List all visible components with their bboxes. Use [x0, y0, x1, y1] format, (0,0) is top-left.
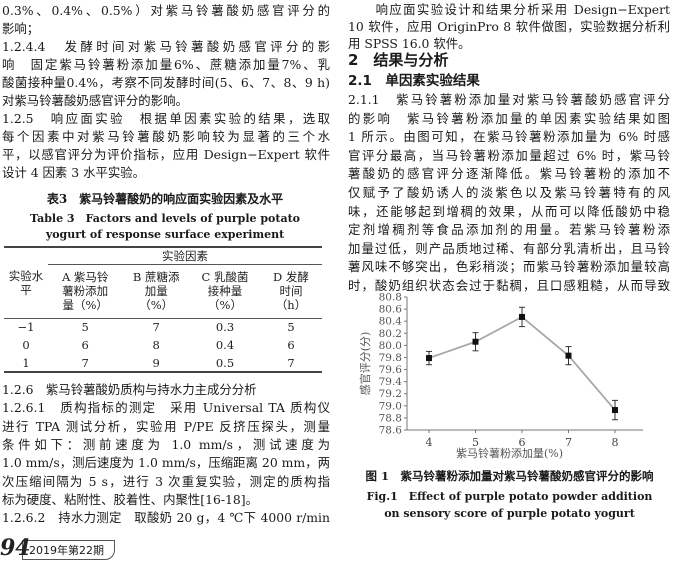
subsection-heading: 2.1 单因素实验结果	[348, 73, 480, 89]
y-tick-label: 79.6	[379, 364, 403, 376]
text-line: 进行 TPA 测试分析，实验用 P/PE 反挤压探头，测量	[2, 418, 330, 434]
table-cell: 9	[152, 355, 160, 370]
table-cell: 0	[22, 338, 30, 352]
text-line: 设计 4 因素 3 水平实验。	[2, 165, 146, 180]
column-header: B 蔗糖添加量（%）	[132, 270, 180, 312]
table-cell: 5	[287, 320, 295, 335]
table-caption-en-2: yogurt of response surface experiment	[45, 228, 285, 241]
text-line: 对紫马铃薯酸奶感官评分的影响。	[2, 93, 188, 108]
y-tick-label: 80.8	[379, 292, 402, 304]
text-line: 每个因素中对紫马铃薯酸奶影响较为显著的三个水	[2, 129, 330, 144]
text-line: 的影响 紫马铃薯粉添加量的单因素实验结果如图	[348, 110, 670, 126]
text-line: 1.2.6 紫马铃薯酸奶质构与持水力主成分分析	[2, 382, 257, 397]
group-header: 实验因素	[48, 247, 322, 265]
section-heading: 2 结果与分析	[348, 51, 449, 69]
x-tick-label: 6	[519, 436, 526, 449]
text-line: 条件如下：测前速度为 1.0 mm/s，测试速度为	[2, 436, 330, 452]
text-line: 响 固定紫马铃薯粉添加量6%、蔗糖添加量7%、乳	[2, 57, 330, 72]
y-tick-label: 79.4	[379, 376, 403, 388]
page-number: 94	[0, 535, 31, 561]
x-tick-label: 5	[472, 436, 479, 449]
text-line: 10 软件，应用 OriginPro 8 软件做图，实验数据分析利	[348, 19, 670, 34]
figure-caption-en-1: Fig.1 Effect of purple potato powder add…	[366, 490, 653, 503]
text-line: 1.0 mm/s，测后速度为 1.0 mm/s，压缩距离 20 mm，两	[2, 455, 330, 471]
text-line: 味，还能够起到增稠的效果，从而可以降低酸奶中稳	[348, 203, 670, 219]
text-line: 0.3%、0.4%、0.5%）对紫马铃薯酸奶感官评分的	[2, 3, 330, 18]
y-tick-label: 79.0	[379, 400, 402, 412]
text-line: 用 SPSS 16.0 软件。	[348, 36, 471, 51]
table-cell: 6	[287, 338, 295, 352]
figure-1-chart: 78.678.879.079.279.479.679.880.080.280.4…	[358, 292, 643, 449]
y-tick-label: 80.6	[379, 304, 403, 316]
text-line: 官评分最高，当马铃薯粉添加量超过 6% 时，紫马铃	[348, 147, 670, 163]
text-line: 响应面实验设计和结果分析采用 Design−Expert	[348, 2, 670, 17]
data-point	[426, 355, 432, 362]
text-line: 1 所示。由图可知，在紫马铃薯粉添加量为 6% 时感	[348, 129, 670, 145]
text-line: 1.2.4.4 发酵时间对紫马铃薯酸奶感官评分的影	[2, 39, 330, 54]
table-cell: 5	[81, 320, 89, 335]
table-caption-en-1: Table 3 Factors and levels of purple pot…	[29, 212, 301, 225]
issue-label: 2019年第22期	[22, 540, 115, 560]
x-tick-label: 4	[426, 436, 433, 449]
text-line: 影响；	[2, 21, 40, 36]
text-line: 仅赋予了酸奶诱人的淡紫色以及紫马铃薯特有的风	[348, 185, 670, 200]
y-tick-label: 80.2	[379, 328, 402, 340]
text-line: 次压缩间隔为 5 s，进行 3 次重复实验，测定的质构指	[2, 473, 330, 489]
text-line: 2.1.1 紫马铃薯粉添加量对紫马铃薯酸奶感官评分	[348, 92, 670, 107]
text-line: 标为硬度、粘附性、胶着性、内聚性[16-18]。	[2, 491, 259, 507]
table-cell: 7	[287, 355, 295, 370]
table-cell: 0.4	[215, 338, 235, 352]
table-row: 1 7 9 0.5 7	[4, 354, 322, 372]
table-cell: 0.5	[215, 355, 235, 370]
text-line: 酸菌接种量0.4%，考察不同发酵时间(5、6、7、8、9 h)	[2, 75, 330, 90]
data-point	[472, 338, 479, 345]
table-cell: 6	[81, 338, 89, 352]
text-line: 1.2.6.2 持水力测定 取酸奶 20 g，4 ℃下 4000 r/min	[2, 510, 330, 526]
text-line: 平，以感官评分为评价指标，应用 Design−Expert 软件	[2, 147, 330, 162]
table-cell: 7	[152, 320, 160, 335]
text-line: 1.2.6.1 质构指标的测定 采用 Universal TA 质构仪	[2, 400, 330, 416]
y-tick-label: 80.0	[379, 340, 402, 352]
figure-caption-en-2: on sensory score of purple potato yogurt	[384, 507, 635, 520]
table-cell: 1	[22, 355, 30, 370]
y-axis-label: 感官评分(分)	[358, 332, 372, 396]
figure-caption-cn: 图 1 紫马铃薯粉添加量对紫马铃薯酸奶感官评分的影响	[365, 469, 654, 483]
data-point	[612, 407, 618, 414]
table-caption-cn: 表3 紫马铃薯酸奶的响应面实验因素及水平	[46, 192, 284, 206]
column-header: D 发酵时间（h）	[273, 270, 309, 312]
text-line: 时，酸奶组织状态会过于黏稠，且口感粗糙，从而导致	[348, 278, 670, 293]
column-header: C 乳酸菌接种量（%）	[201, 270, 249, 312]
text-line: 定剂增稠剂等食品添加剂的用量。若紫马铃薯粉添	[348, 222, 670, 238]
table-cell: 8	[152, 338, 160, 352]
factors-table: 实验水平 实验因素 A 紫马铃薯粉添加量（%） B 蔗糖添加量（%） C 乳酸菌接种…	[4, 246, 322, 373]
column-header: A 紫马铃薯粉添加量（%）	[61, 270, 109, 312]
table-row: 0 6 8 0.4 6	[4, 336, 322, 354]
data-point	[519, 313, 525, 320]
row-header: 实验水平	[4, 247, 48, 319]
text-line: 1.2.5 响应面实验 根据单因素实验的结果，选取	[2, 111, 330, 126]
x-axis-label: 紫马铃薯粉添加量(%)	[455, 447, 564, 460]
table-cell: 7	[81, 355, 89, 370]
y-tick-label: 79.8	[379, 352, 402, 364]
y-tick-label: 78.8	[379, 412, 402, 424]
text-line: 薯酸奶的感官评分逐渐降低。紫马铃薯粉的添加不	[348, 166, 670, 182]
data-point	[565, 352, 572, 359]
x-tick-label: 7	[565, 436, 572, 449]
text-line: 薯风味不够突出，色彩稍淡；而紫马铃薯粉添加量较高	[348, 259, 670, 275]
table-row: −1 5 7 0.3 5	[4, 318, 322, 336]
series-line	[428, 315, 616, 411]
y-tick-label: 78.6	[379, 425, 403, 437]
text-line: 加量过低，则产品质地过稀、有部分乳清析出，且马铃	[348, 240, 670, 256]
y-tick-label: 80.4	[379, 316, 403, 328]
y-tick-label: 79.2	[379, 388, 402, 400]
x-tick-label: 8	[612, 436, 619, 449]
table-cell: −1	[17, 320, 35, 335]
table-cell: 0.3	[215, 320, 235, 335]
